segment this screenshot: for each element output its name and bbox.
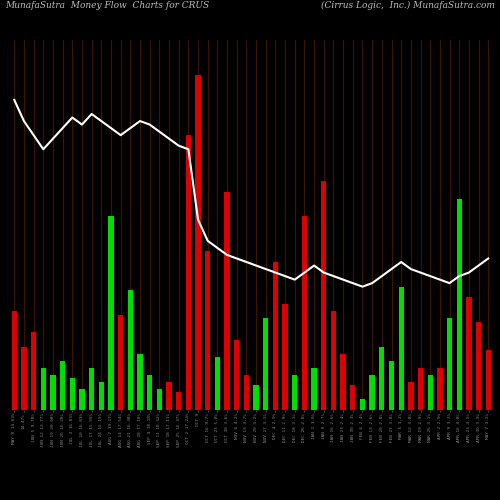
Bar [312, 368, 317, 410]
Bar [108, 216, 114, 410]
Bar [186, 135, 191, 410]
Bar [282, 304, 288, 410]
Bar [428, 375, 433, 410]
Bar [340, 354, 346, 410]
Bar [156, 389, 162, 410]
Bar [166, 382, 172, 410]
Bar [273, 262, 278, 410]
Bar [138, 354, 142, 410]
Bar [98, 382, 104, 410]
Text: MunafaSutra  Money Flow  Charts for CRUS: MunafaSutra Money Flow Charts for CRUS [5, 1, 209, 10]
Bar [70, 378, 75, 410]
Bar [447, 318, 452, 410]
Bar [22, 346, 26, 410]
Bar [80, 389, 84, 410]
Bar [486, 350, 491, 410]
Bar [360, 400, 365, 410]
Bar [398, 286, 404, 410]
Bar [476, 322, 481, 410]
Bar [408, 382, 414, 410]
Bar [456, 198, 462, 410]
Bar [12, 312, 17, 410]
Bar [244, 375, 249, 410]
Text: (Cirrus Logic,  Inc.) MunafaSutra.com: (Cirrus Logic, Inc.) MunafaSutra.com [321, 1, 495, 10]
Bar [176, 392, 182, 410]
Bar [254, 386, 258, 410]
Bar [147, 375, 152, 410]
Bar [350, 386, 356, 410]
Bar [118, 315, 124, 410]
Bar [31, 332, 36, 410]
Bar [321, 181, 326, 410]
Bar [302, 216, 307, 410]
Bar [214, 357, 220, 410]
Bar [292, 375, 298, 410]
Bar [234, 340, 239, 410]
Bar [50, 375, 56, 410]
Bar [40, 368, 46, 410]
Bar [224, 192, 230, 410]
Bar [128, 290, 133, 410]
Bar [418, 368, 423, 410]
Bar [437, 368, 442, 410]
Bar [331, 312, 336, 410]
Bar [196, 75, 200, 410]
Bar [370, 375, 375, 410]
Bar [466, 297, 471, 410]
Bar [389, 360, 394, 410]
Bar [89, 368, 94, 410]
Bar [60, 360, 66, 410]
Bar [379, 346, 384, 410]
Bar [205, 252, 210, 410]
Bar [263, 318, 268, 410]
